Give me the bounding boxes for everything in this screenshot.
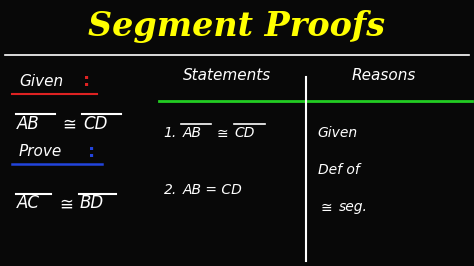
Text: AB: AB — [17, 115, 39, 133]
Text: CD: CD — [83, 115, 107, 133]
Text: AC: AC — [17, 194, 40, 213]
Text: CD: CD — [235, 126, 255, 140]
Text: :: : — [88, 143, 95, 161]
Text: :: : — [83, 72, 90, 90]
Text: Given: Given — [318, 126, 358, 140]
Text: AB = CD: AB = CD — [182, 183, 242, 197]
Text: Segment Proofs: Segment Proofs — [89, 10, 385, 43]
Text: $\cong$: $\cong$ — [318, 201, 332, 214]
Text: $\cong$: $\cong$ — [59, 115, 77, 133]
Text: 2.: 2. — [164, 183, 177, 197]
Text: Given: Given — [19, 74, 63, 89]
Text: Def of: Def of — [318, 163, 359, 177]
Text: Statements: Statements — [183, 68, 272, 83]
Text: 1.: 1. — [164, 126, 177, 140]
Text: Reasons: Reasons — [352, 68, 416, 83]
Text: $\cong$: $\cong$ — [56, 194, 73, 213]
Text: BD: BD — [80, 194, 104, 213]
Text: Prove: Prove — [19, 144, 62, 159]
Text: AB: AB — [182, 126, 201, 140]
Text: $\cong$: $\cong$ — [214, 126, 229, 140]
Text: seg.: seg. — [339, 201, 368, 214]
